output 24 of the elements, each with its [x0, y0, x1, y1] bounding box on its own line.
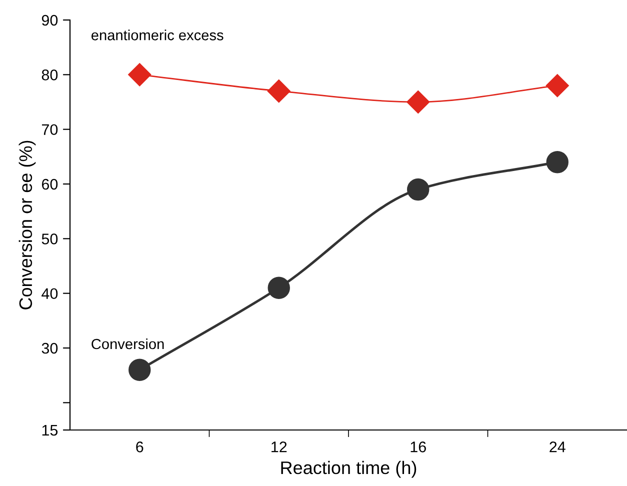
- point: [128, 63, 152, 86]
- y-tick-label: 90: [42, 14, 58, 26]
- y-tick-label: 60: [42, 178, 58, 190]
- x-tick-label: 6: [136, 442, 144, 452]
- point: [406, 90, 430, 114]
- y-axis-title: Conversion or ee (%): [18, 140, 36, 310]
- point: [128, 358, 151, 381]
- point: [267, 80, 290, 103]
- y-tick-label: 50: [42, 234, 58, 244]
- text: enantiomeric excess: [92, 30, 224, 40]
- y-tick-label: 40: [42, 288, 58, 300]
- x-axis-title: Reaction time (h): [281, 460, 416, 478]
- point: [546, 151, 568, 174]
- x-tick-label: 24: [550, 442, 566, 452]
- x-tick-label: 12: [272, 442, 287, 452]
- y-tick-label: 70: [42, 124, 58, 136]
- series-label: Conversion: [92, 338, 164, 350]
- point: [268, 276, 290, 299]
- y-tick-label: 15: [42, 425, 58, 436]
- point: [407, 178, 430, 201]
- point: [546, 74, 569, 98]
- y-tick-label: 30: [42, 342, 58, 354]
- x-tick-label: 16: [410, 442, 426, 452]
- y-tick-label: 80: [42, 70, 58, 80]
